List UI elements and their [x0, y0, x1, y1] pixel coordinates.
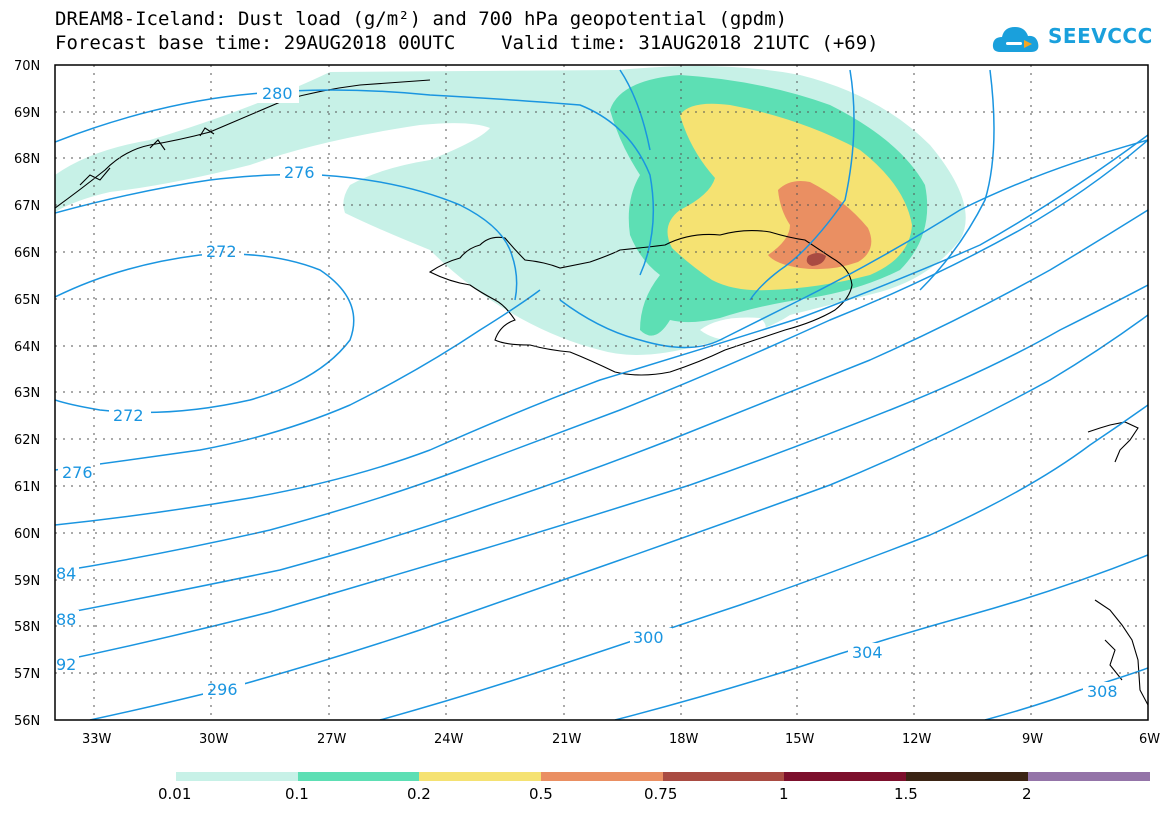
- contour-label: 304: [852, 643, 883, 662]
- lat-tick-label: 56N: [14, 714, 40, 729]
- dust-band-0.5: [768, 181, 872, 270]
- colorbar-swatch: [176, 772, 298, 781]
- contour-label: 300: [633, 628, 664, 647]
- map-title: DREAM8-Iceland: Dust load (g/m²) and 700…: [55, 8, 788, 30]
- logo-text: SEEVCCC: [1048, 24, 1153, 48]
- contour-276: [55, 173, 518, 301]
- lat-tick-label: 58N: [14, 620, 40, 635]
- colorbar-swatch: [1028, 772, 1150, 781]
- lat-tick-label: 62N: [14, 433, 40, 448]
- lat-tick-label: 69N: [14, 106, 40, 121]
- lat-axis: 70N 69N 68N 67N 66N 65N 64N 63N 62N 61N …: [14, 59, 40, 729]
- contour-284b: [55, 139, 1148, 573]
- iceland-coast: [428, 229, 853, 376]
- contour-label: 280: [262, 84, 293, 103]
- colorbar-label: 0.2: [407, 785, 431, 803]
- lon-tick-label: 27W: [317, 732, 347, 747]
- lat-tick-label: 64N: [14, 340, 40, 355]
- geopotential-contours: [55, 69, 1148, 720]
- dust-band-0.75: [806, 253, 826, 266]
- contour-label: 92: [56, 655, 76, 674]
- contour-308: [984, 667, 1148, 720]
- lat-tick-label: 61N: [14, 480, 40, 495]
- lat-tick-label: 59N: [14, 574, 40, 589]
- colorbar-swatch: [663, 772, 784, 781]
- lon-tick-label: 24W: [434, 732, 464, 747]
- lat-tick-label: 63N: [14, 386, 40, 401]
- scotland-coast: [1094, 599, 1148, 706]
- colorbar-label: 0.01: [158, 785, 191, 803]
- contour-280: [55, 69, 995, 301]
- map-subtitle: Forecast base time: 29AUG2018 00UTC Vali…: [55, 32, 879, 54]
- contour-label: 84: [56, 564, 76, 583]
- colorbar-swatch: [419, 772, 541, 781]
- lat-tick-label: 70N: [14, 59, 40, 74]
- coastlines: [55, 79, 1148, 706]
- contour-label: 276: [62, 463, 93, 482]
- lon-tick-label: 21W: [552, 732, 582, 747]
- faroe-coast: [1087, 421, 1139, 463]
- lon-tick-label: 9W: [1022, 732, 1043, 747]
- colorbar-swatch: [784, 772, 906, 781]
- contour-label: 88: [56, 610, 76, 629]
- contour-label: 272: [206, 242, 237, 261]
- contour-292: [55, 284, 1148, 663]
- contour-label: 308: [1087, 682, 1118, 701]
- lat-tick-label: 65N: [14, 293, 40, 308]
- contour-304: [614, 554, 1148, 720]
- colorbar-swatch: [298, 772, 419, 781]
- lat-tick-label: 68N: [14, 152, 40, 167]
- contour-300: [379, 404, 1148, 720]
- lon-tick-label: 30W: [199, 732, 229, 747]
- lat-tick-label: 67N: [14, 199, 40, 214]
- contour-label: 296: [207, 680, 238, 699]
- lon-tick-label: 15W: [785, 732, 815, 747]
- colorbar-label: 0.1: [285, 785, 309, 803]
- contour-276b: [55, 139, 1148, 471]
- cloud-icon: [992, 27, 1039, 52]
- lat-tick-label: 66N: [14, 246, 40, 261]
- colorbar-label: 1: [779, 785, 789, 803]
- colorbar-swatch: [541, 772, 663, 781]
- contour-label: 272: [113, 406, 144, 425]
- greenland-coast: [55, 79, 431, 209]
- map-frame: [54, 64, 1149, 721]
- colorbar-label: 0.5: [529, 785, 553, 803]
- lon-tick-label: 33W: [82, 732, 112, 747]
- colorbar-label: 1.5: [894, 785, 918, 803]
- contour-label: 276: [284, 163, 315, 182]
- contour-288: [55, 209, 1148, 616]
- map-grid: [55, 65, 1148, 720]
- colorbar-label: 2: [1022, 785, 1032, 803]
- lon-tick-label: 18W: [669, 732, 699, 747]
- lat-tick-label: 57N: [14, 667, 40, 682]
- colorbar-swatch: [906, 772, 1028, 781]
- lon-tick-label: 6W: [1139, 732, 1160, 747]
- colorbar: 0.01 0.1 0.2 0.5 0.75 1 1.5 2: [158, 772, 1150, 803]
- contour-labels: 280 276 272 272 276 84 88 92 296 300 304…: [55, 84, 1125, 701]
- colorbar-label: 0.75: [644, 785, 677, 803]
- contour-284: [55, 134, 1148, 526]
- lat-tick-label: 60N: [14, 527, 40, 542]
- lon-axis: 33W 30W 27W 24W 21W 18W 15W 12W 9W 6W: [82, 732, 1160, 747]
- lon-tick-label: 12W: [902, 732, 932, 747]
